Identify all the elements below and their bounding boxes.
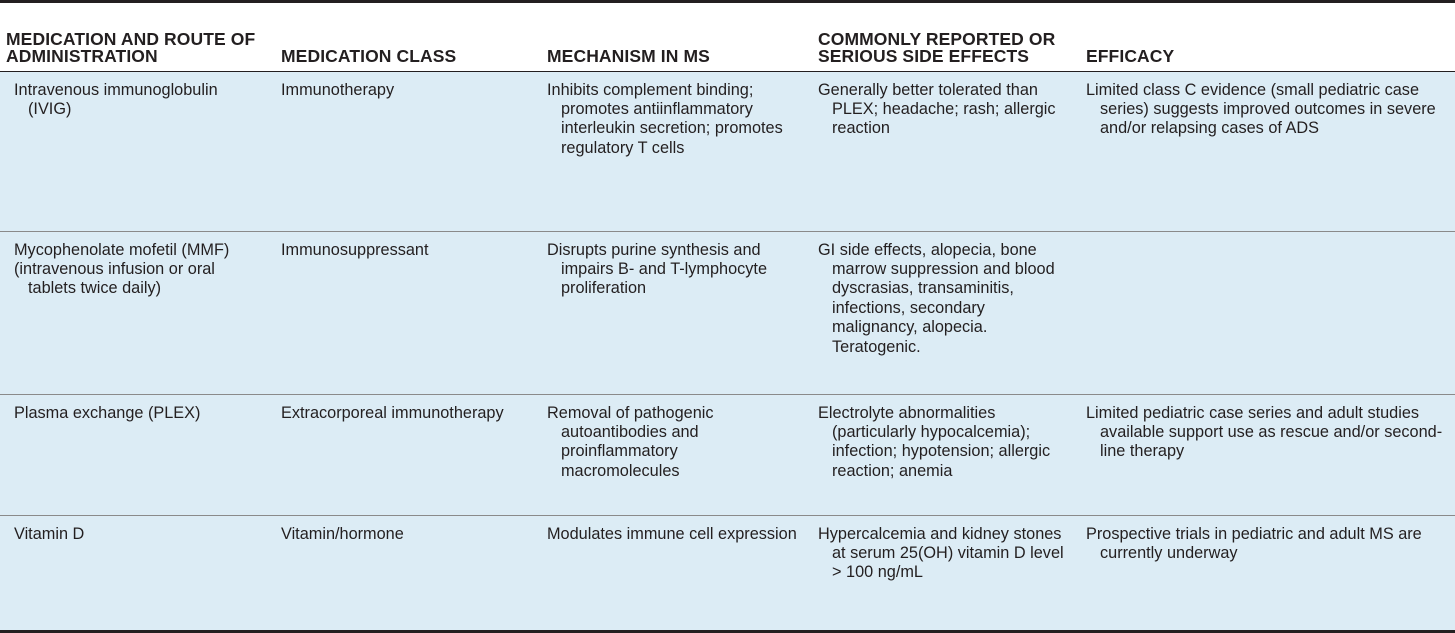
mechanism-text: Removal of pathogenic autoantibodies and…: [547, 403, 714, 480]
table-header-row: MEDICATION AND ROUTE OF ADMINISTRATION M…: [0, 3, 1455, 71]
cell-efficacy: Prospective trials in pediatric and adul…: [1076, 514, 1455, 632]
efficacy-text: Limited pediatric case series and adult …: [1086, 403, 1443, 461]
medication-class: Vitamin/hormone: [281, 524, 404, 543]
mechanism-text: Disrupts purine synthesis and impairs B-…: [547, 240, 768, 298]
cell-medication: Plasma exchange (PLEX): [0, 393, 271, 515]
cell-class: Vitamin/hormone: [271, 514, 537, 632]
cell-side-effects: Generally better tolerated than PLEX; he…: [808, 70, 1076, 231]
cell-mechanism: Modulates immune cell expression: [537, 514, 808, 632]
bottom-rule: [0, 630, 1455, 633]
cell-class: Immunosuppressant: [271, 230, 537, 394]
side-effects-text: Hypercalcemia and kidney stones at serum…: [818, 524, 1064, 582]
header-mechanism: MECHANISM IN MS: [547, 45, 710, 66]
medication-class: Immunotherapy: [281, 80, 395, 99]
efficacy-text: Limited class C evidence (small pediatri…: [1086, 80, 1436, 138]
cell-side-effects: Electrolyte abnormalities (particularly …: [808, 393, 1076, 515]
mechanism-text: Inhibits complement binding; promotes an…: [547, 80, 783, 157]
cell-class: Immunotherapy: [271, 70, 537, 231]
medication-route: (intravenous infusion or oral tablets tw…: [14, 259, 215, 298]
cell-medication: Vitamin D: [0, 514, 271, 632]
cell-medication: Mycophenolate mofetil (MMF) (intravenous…: [0, 230, 271, 394]
cell-class: Extracorporeal immunotherapy: [271, 393, 537, 515]
table-row: Intravenous immunoglobulin (IVIG) Immuno…: [0, 70, 1455, 231]
cell-mechanism: Removal of pathogenic autoantibodies and…: [537, 393, 808, 515]
cell-efficacy: Limited class C evidence (small pediatri…: [1076, 70, 1455, 231]
cell-efficacy: Limited pediatric case series and adult …: [1076, 393, 1455, 515]
cell-efficacy: [1076, 230, 1455, 394]
medication-name: Mycophenolate mofetil (MMF): [14, 240, 230, 259]
top-rule: [0, 0, 1455, 3]
medication-table: MEDICATION AND ROUTE OF ADMINISTRATION M…: [0, 3, 1455, 632]
cell-side-effects: GI side effects, alopecia, bone marrow s…: [808, 230, 1076, 394]
cell-mechanism: Inhibits complement binding; promotes an…: [537, 70, 808, 231]
header-tick-mark: [241, 0, 243, 12]
cell-side-effects: Hypercalcemia and kidney stones at serum…: [808, 514, 1076, 632]
cell-mechanism: Disrupts purine synthesis and impairs B-…: [537, 230, 808, 394]
side-effects-text: Electrolyte abnormalities (particularly …: [818, 403, 1051, 480]
header-side-effects: COMMONLY REPORTED OR SERIOUS SIDE EFFECT…: [818, 28, 1056, 66]
medication-name: Plasma exchange (PLEX): [14, 403, 201, 422]
header-medication-class: MEDICATION CLASS: [281, 45, 457, 66]
medication-class: Extracorporeal immunotherapy: [281, 403, 504, 422]
medication-name: Vitamin D: [14, 524, 85, 543]
medication-class: Immunosuppressant: [281, 240, 429, 259]
table-row: Plasma exchange (PLEX) Extracorporeal im…: [0, 393, 1455, 515]
efficacy-text: Prospective trials in pediatric and adul…: [1086, 524, 1422, 562]
mechanism-text: Modulates immune cell expression: [547, 524, 797, 543]
table-row: Mycophenolate mofetil (MMF) (intravenous…: [0, 230, 1455, 394]
cell-medication: Intravenous immunoglobulin (IVIG): [0, 70, 271, 231]
header-efficacy: EFFICACY: [1086, 45, 1175, 66]
side-effects-text: Generally better tolerated than PLEX; he…: [818, 80, 1056, 138]
header-medication-route: MEDICATION AND ROUTE OF ADMINISTRATION: [6, 28, 256, 66]
side-effects-text: GI side effects, alopecia, bone marrow s…: [818, 240, 1055, 356]
medication-name: Intravenous immunoglobulin (IVIG): [14, 80, 218, 118]
table-row: Vitamin D Vitamin/hormone Modulates immu…: [0, 514, 1455, 632]
